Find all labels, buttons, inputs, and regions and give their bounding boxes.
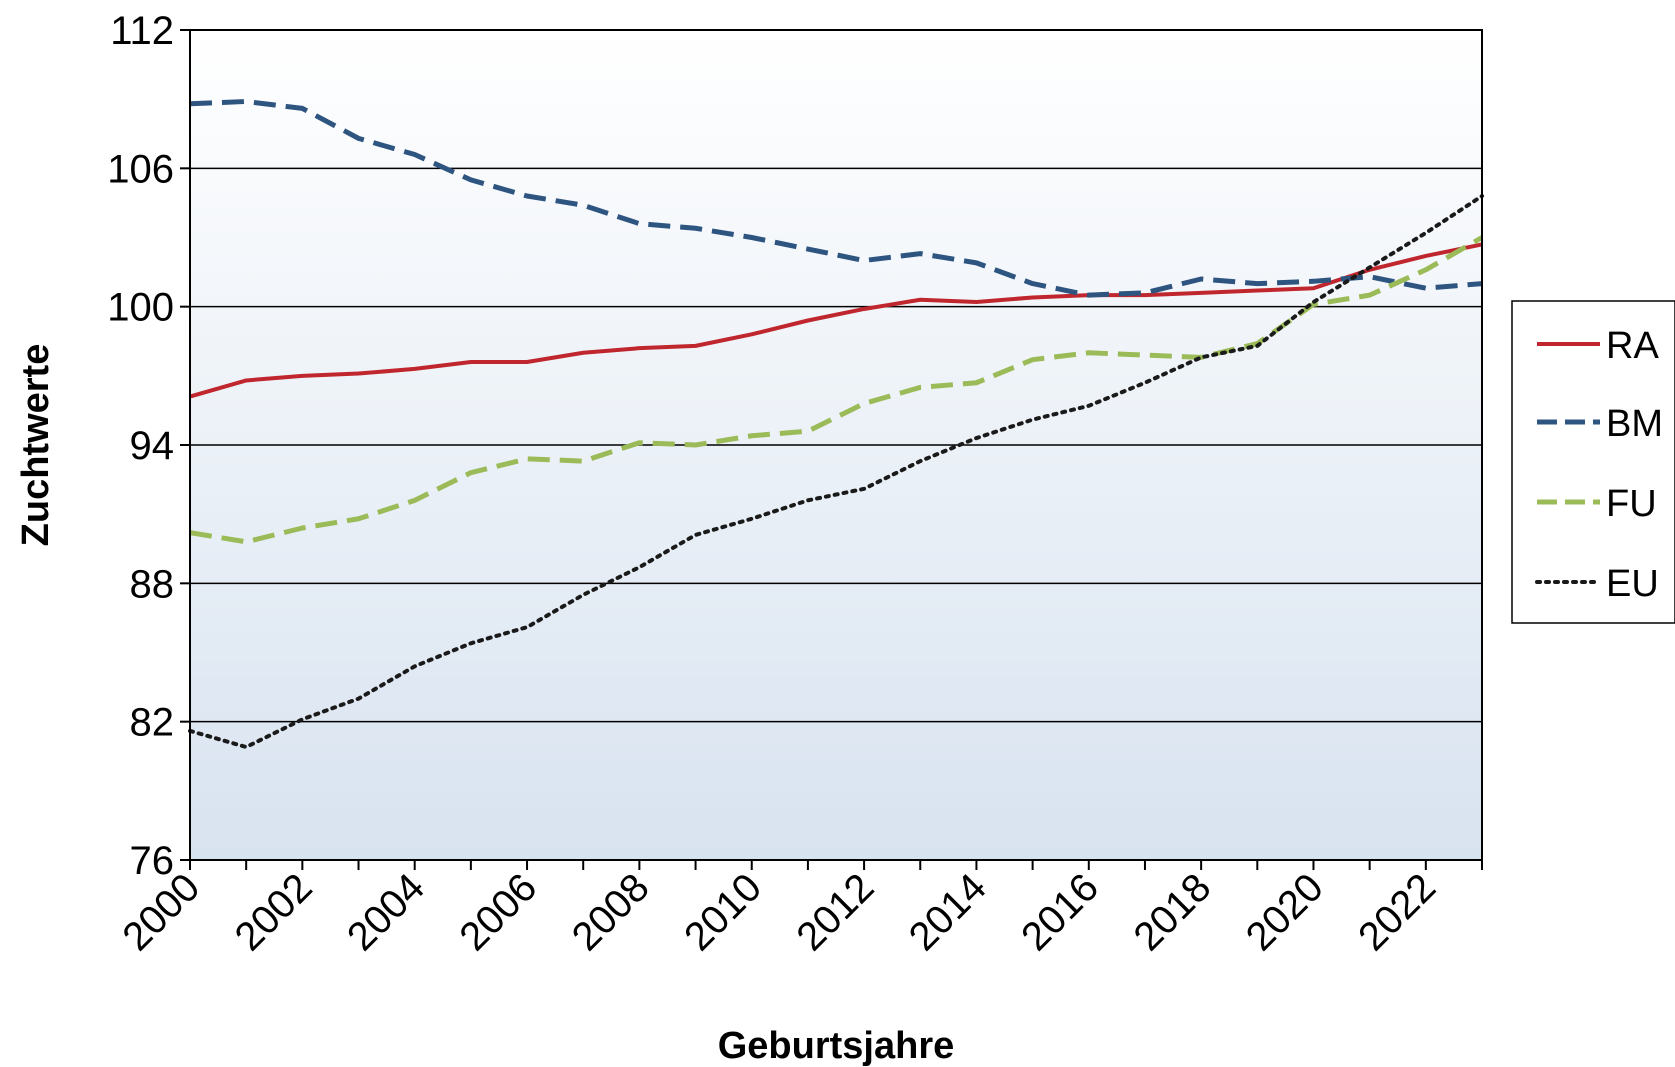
x-tick-label: 2006 [451, 865, 545, 959]
series-group [188, 98, 1484, 750]
x-tick-label: 2022 [1350, 865, 1444, 959]
y-tick-label: 112 [110, 9, 174, 53]
legend-label-ra: RA [1606, 325, 1659, 367]
y-tick-label: 106 [107, 147, 174, 191]
legend-label-eu: EU [1606, 563, 1659, 605]
x-axis: 2000 2002 2004 2006 2008 2010 2012 2014 2016 2018… [114, 860, 1483, 959]
x-tick-label: 2016 [1013, 865, 1107, 959]
y-tick-label: 100 [107, 286, 174, 330]
x-tick-label: 2012 [788, 865, 882, 959]
y-axis: 76 82 88 94 100 106 112 [107, 9, 190, 883]
x-tick-label: 2020 [1238, 865, 1332, 959]
x-tick-label: 2004 [339, 865, 433, 959]
y-axis-title: Zuchtwerte [15, 344, 57, 547]
legend: RA BM FU EU [1511, 300, 1675, 624]
x-tick-label: 2008 [564, 865, 658, 959]
series-line-ra [189, 242, 1483, 399]
series-line-eu [188, 194, 1484, 750]
gridlines [190, 167, 1482, 723]
x-tick-label: 2014 [901, 865, 995, 959]
x-tick-label: 2002 [227, 865, 321, 959]
y-tick-label: 94 [130, 424, 175, 468]
y-tick-label: 88 [130, 562, 175, 606]
legend-box [1511, 300, 1675, 624]
x-axis-title: Geburtsjahre [718, 1025, 955, 1067]
x-tick-label: 2018 [1125, 865, 1219, 959]
x-tick-label: 2010 [676, 865, 770, 959]
y-tick-label: 82 [130, 701, 175, 745]
legend-label-bm: BM [1606, 403, 1663, 445]
y-tick-label: 76 [130, 839, 175, 883]
legend-label-fu: FU [1606, 483, 1657, 525]
series-line-bm [189, 98, 1483, 298]
